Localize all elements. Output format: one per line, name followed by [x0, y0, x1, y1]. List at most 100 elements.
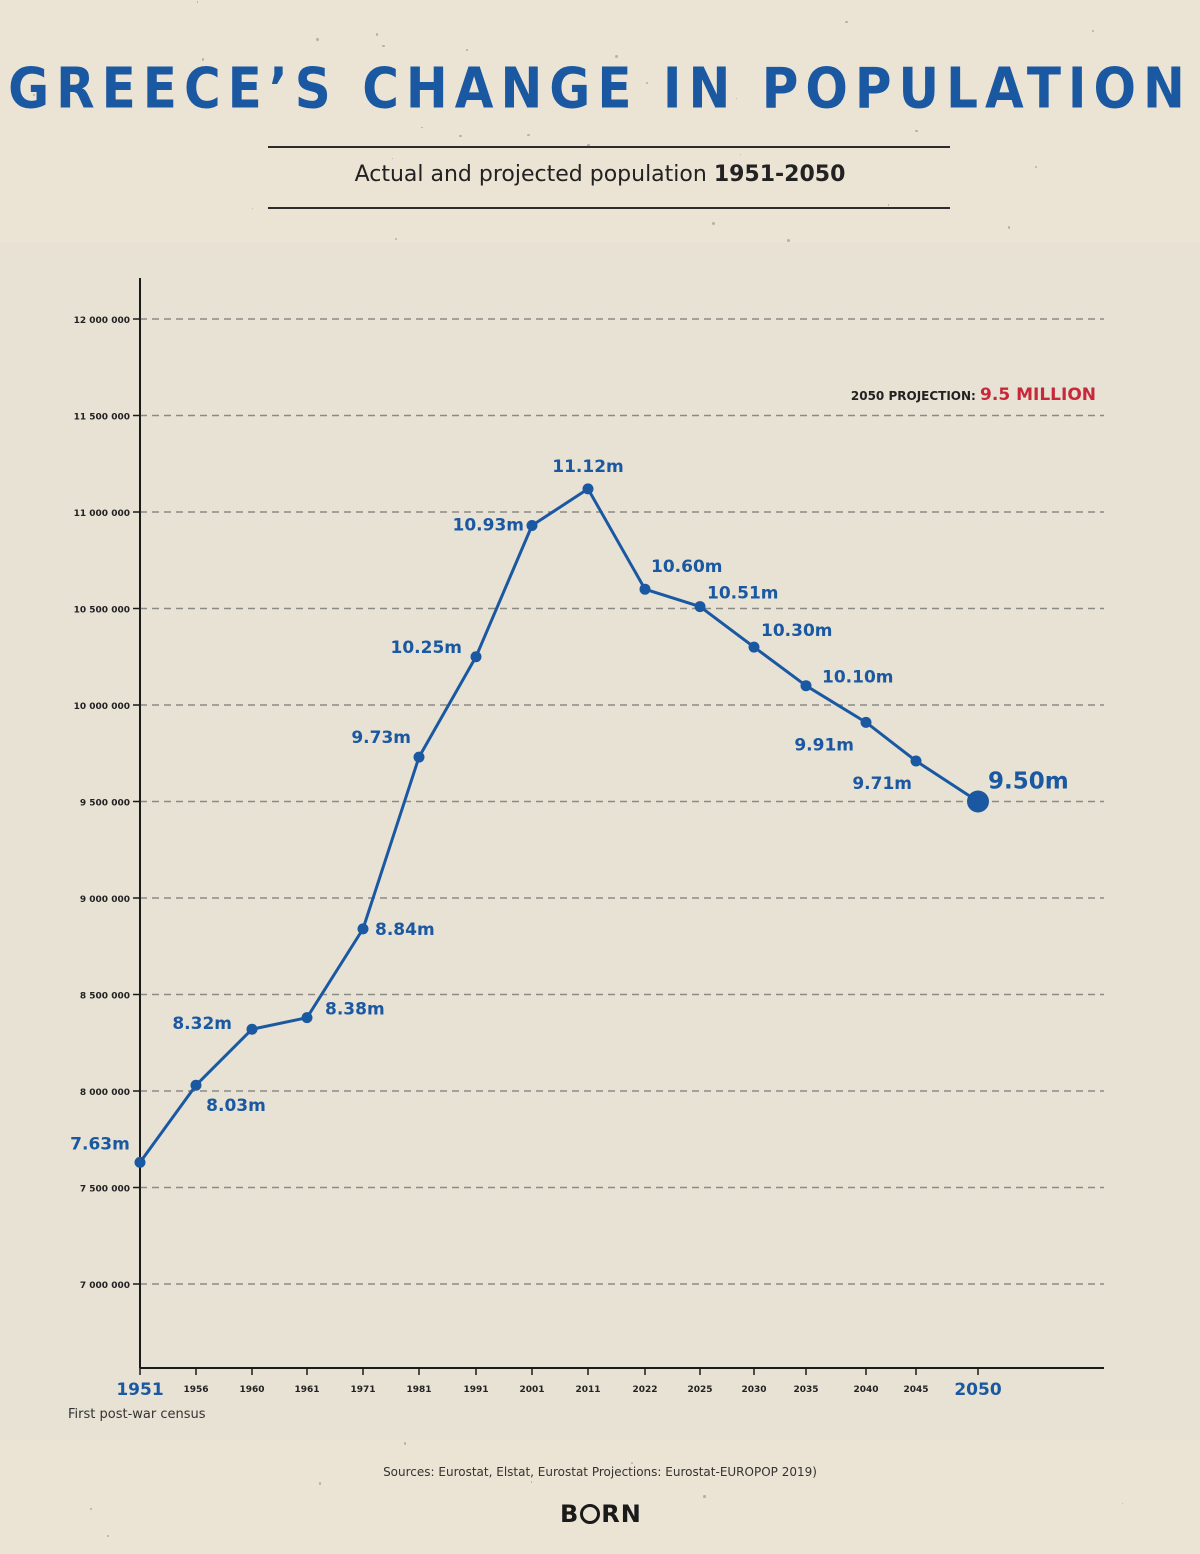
- paper-speck: [887, 204, 890, 206]
- data-point: [800, 680, 812, 692]
- paper-speck: [845, 20, 848, 24]
- paper-speck: [421, 126, 423, 128]
- paper-speck: [915, 129, 918, 133]
- paper-speck: [1034, 166, 1037, 169]
- paper-speck: [527, 133, 531, 137]
- title-rule-bottom: [268, 207, 950, 209]
- paper-speck: [382, 44, 385, 48]
- x-tick-label: 2040: [853, 1385, 878, 1395]
- projection-value: 9.5 MILLION: [980, 385, 1096, 405]
- data-label: 11.12m: [552, 457, 624, 477]
- paper-speck: [316, 37, 319, 41]
- y-tick-label: 7 000 000: [80, 1281, 130, 1291]
- data-point: [639, 583, 651, 595]
- chart-panel: [0, 243, 1200, 1440]
- paper-speck: [403, 1441, 407, 1445]
- x-tick-label: 2045: [903, 1385, 928, 1395]
- chart-title: GREECE’S CHANGE IN POPULATION: [8, 56, 1192, 121]
- paper-speck: [645, 81, 649, 84]
- data-point: [526, 520, 538, 532]
- data-label: 8.38m: [325, 1000, 385, 1020]
- x-tick-label: 2050: [954, 1380, 1001, 1400]
- y-tick-label: 12 000 000: [74, 316, 130, 326]
- first-census-note: First post-war census: [68, 1407, 206, 1422]
- y-tick-label: 10 500 000: [74, 606, 130, 616]
- paper-speck: [670, 178, 673, 182]
- data-label: 10.30m: [761, 621, 833, 641]
- paper-speck: [1122, 1503, 1124, 1505]
- paper-speck: [392, 158, 394, 160]
- data-label: 9.50m: [988, 769, 1069, 795]
- paper-speck: [711, 222, 715, 226]
- data-label: 10.10m: [822, 668, 894, 688]
- data-label: 8.32m: [172, 1014, 232, 1034]
- paper-speck: [106, 1535, 109, 1538]
- subtitle-years: 1951-2050: [713, 162, 846, 187]
- data-point: [413, 751, 425, 763]
- paper-speck: [631, 1461, 634, 1464]
- x-tick-label: 2011: [575, 1385, 600, 1395]
- data-point: [470, 651, 482, 663]
- x-tick-label: 1956: [183, 1385, 208, 1395]
- logo-magnifier-icon: [580, 1504, 601, 1524]
- x-tick-label: 2001: [519, 1385, 544, 1395]
- y-tick-label: 8 000 000: [80, 1088, 130, 1098]
- y-tick-label: 7 500 000: [80, 1185, 130, 1195]
- x-tick-label: 1951: [116, 1380, 163, 1400]
- data-point: [301, 1012, 313, 1024]
- data-label: 10.60m: [651, 557, 723, 577]
- x-tick-label: 1991: [463, 1385, 488, 1395]
- data-point: [694, 601, 706, 613]
- paper-speck: [32, 93, 35, 96]
- data-point: [357, 923, 369, 935]
- paper-speck: [251, 207, 253, 209]
- data-point: [134, 1156, 146, 1168]
- logo-text-pre: B: [560, 1500, 580, 1528]
- x-tick-label: 1971: [350, 1385, 375, 1395]
- data-label: 7.63m: [70, 1134, 130, 1154]
- x-tick-label: 2035: [793, 1385, 818, 1395]
- paper-speck: [394, 238, 398, 241]
- paper-speck: [1007, 225, 1011, 229]
- paper-speck: [376, 33, 379, 36]
- birn-logo: B RN: [560, 1500, 642, 1528]
- paper-speck: [530, 1481, 533, 1483]
- projection-marker: [967, 790, 989, 813]
- data-label: 8.84m: [375, 920, 435, 940]
- projection-label: 2050 PROJECTION:: [850, 389, 976, 403]
- sources-note: Sources: Eurostat, Elstat, Eurostat Proj…: [383, 1465, 817, 1479]
- y-tick-label: 10 000 000: [74, 702, 130, 712]
- x-tick-label: 1960: [239, 1385, 264, 1395]
- paper-speck: [459, 134, 462, 138]
- paper-speck: [196, 1, 198, 3]
- data-label: 10.93m: [453, 516, 525, 536]
- paper-speck: [90, 1507, 93, 1510]
- y-tick-label: 9 500 000: [80, 799, 130, 809]
- paper-speck: [614, 54, 618, 58]
- data-point: [748, 641, 760, 653]
- data-label: 8.03m: [206, 1096, 266, 1116]
- paper-speck: [318, 1482, 322, 1486]
- data-label: 9.73m: [351, 728, 411, 748]
- paper-speck: [587, 144, 590, 147]
- population-line: [138, 487, 979, 1164]
- paper-speck: [1091, 29, 1095, 33]
- y-tick-label: 11 000 000: [74, 509, 130, 519]
- x-tick-label: 2022: [632, 1385, 657, 1395]
- data-point: [190, 1079, 202, 1091]
- data-point: [860, 716, 872, 728]
- data-label: 10.51m: [707, 584, 779, 604]
- x-tick-label: 1961: [294, 1385, 319, 1395]
- x-tick-label: 2030: [741, 1385, 766, 1395]
- x-tick-label: 2025: [687, 1385, 712, 1395]
- logo-text-post: RN: [601, 1500, 642, 1528]
- paper-speck: [735, 97, 738, 100]
- chart-subtitle: Actual and projected population 1951-205…: [0, 162, 1200, 187]
- paper-speck: [703, 1495, 706, 1498]
- x-tick-label: 1981: [406, 1385, 431, 1395]
- y-tick-label: 9 000 000: [80, 895, 130, 905]
- y-tick-label: 11 500 000: [74, 413, 130, 423]
- paper-speck: [787, 238, 791, 243]
- data-point: [582, 483, 594, 495]
